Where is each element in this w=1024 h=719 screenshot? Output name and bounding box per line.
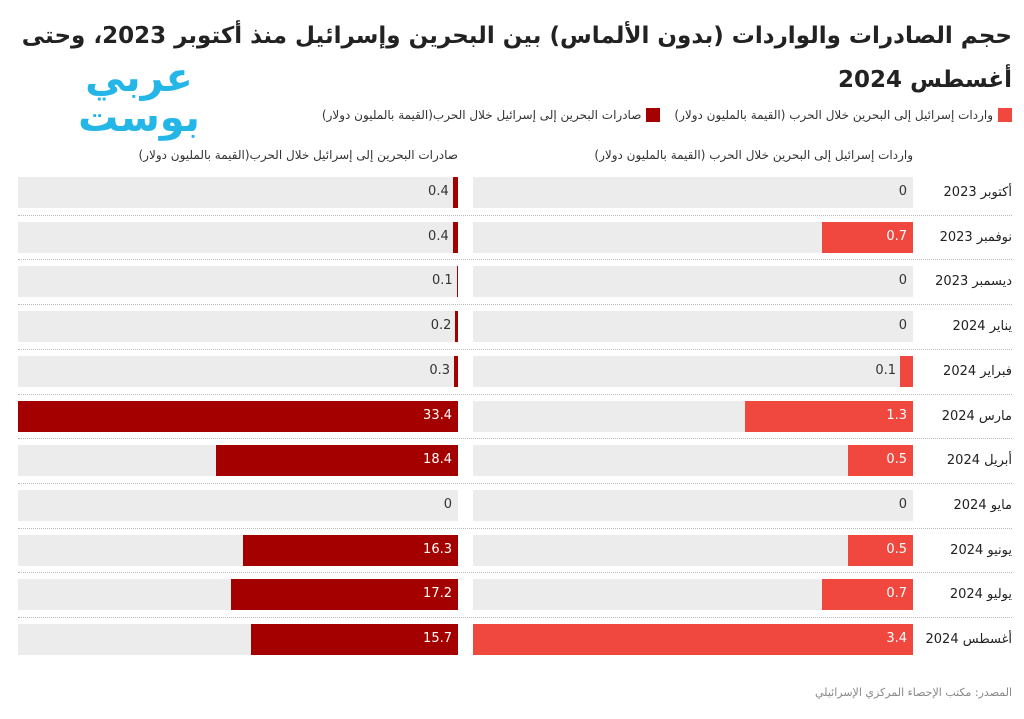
source: المصدر: مكتب الإحصاء المركزي الإسرائيلي bbox=[815, 686, 1012, 699]
bar bbox=[900, 355, 913, 387]
value-label: 0.3 bbox=[429, 362, 451, 378]
bar bbox=[473, 624, 913, 655]
category-label: ديسمبر 2023 bbox=[935, 274, 1012, 290]
row-separator bbox=[18, 214, 1012, 216]
bar-background bbox=[473, 177, 913, 208]
column-header: واردات إسرائيل إلى البحرين خلال الحرب (ا… bbox=[594, 148, 913, 162]
value-label: 0.4 bbox=[428, 184, 449, 199]
legend-item: صادرات البحرين إلى إسرائيل خلال الحرب(ال… bbox=[322, 108, 661, 122]
bar bbox=[231, 579, 458, 611]
bar-background bbox=[473, 266, 913, 298]
bar bbox=[18, 400, 458, 432]
legend-swatch bbox=[998, 108, 1012, 122]
chart-title: حجم الصادرات والواردات (بدون الألماس) بي… bbox=[21, 23, 1012, 93]
bar-background bbox=[18, 221, 458, 253]
bar-background bbox=[18, 266, 458, 298]
legend-swatch bbox=[646, 108, 661, 122]
logo: عربي بوست bbox=[78, 55, 200, 141]
row-separator bbox=[18, 617, 1012, 618]
bar-background bbox=[18, 177, 458, 208]
category-label: يوليو 2024 bbox=[949, 587, 1012, 603]
value-label: 0.5 bbox=[886, 541, 907, 557]
row-separator bbox=[18, 438, 1012, 440]
bar bbox=[848, 445, 913, 477]
bar-background bbox=[18, 355, 458, 387]
bar-background bbox=[473, 311, 913, 343]
category-label: نوفمبر 2023 bbox=[939, 229, 1012, 245]
bar bbox=[455, 311, 458, 343]
value-label: 0 bbox=[898, 318, 907, 334]
value-label: 33.4 bbox=[423, 407, 452, 423]
bar bbox=[822, 221, 913, 253]
row-separator bbox=[18, 482, 1012, 484]
bar-background bbox=[473, 534, 913, 566]
bar bbox=[452, 177, 458, 208]
value-label: 0.1 bbox=[432, 273, 453, 289]
category-label: أكتوبر 2023 bbox=[943, 185, 1012, 200]
bar-background bbox=[473, 489, 913, 521]
row-separator bbox=[18, 304, 1012, 306]
row-separator bbox=[18, 348, 1012, 350]
row-separator bbox=[18, 393, 1012, 395]
value-label: 0.5 bbox=[886, 452, 907, 468]
bar-background bbox=[18, 489, 458, 521]
category-label: فبراير 2024 bbox=[943, 363, 1012, 379]
row-separator bbox=[18, 527, 1012, 529]
bar bbox=[215, 445, 458, 477]
value-label: 0.7 bbox=[886, 586, 907, 602]
bar bbox=[452, 221, 458, 253]
category-label: يونيو 2024 bbox=[950, 542, 1012, 558]
value-label: 15.7 bbox=[423, 631, 452, 646]
column-header: صادرات البحرين إلى إسرائيل خلال الحرب(ال… bbox=[138, 148, 459, 162]
value-label: 3.4 bbox=[886, 631, 907, 646]
value-label: 16.3 bbox=[423, 541, 452, 557]
legend-label: واردات إسرائيل إلى البحرين خلال الحرب (ا… bbox=[674, 108, 993, 122]
category-label: مارس 2024 bbox=[941, 408, 1012, 424]
value-label: 18.4 bbox=[423, 452, 452, 468]
value-label: 17.2 bbox=[423, 586, 452, 602]
bar bbox=[454, 355, 458, 387]
legend-label: صادرات البحرين إلى إسرائيل خلال الحرب(ال… bbox=[321, 108, 642, 122]
row-separator bbox=[18, 572, 1012, 574]
value-label: 0.7 bbox=[886, 228, 907, 244]
category-label: أغسطس 2024 bbox=[925, 632, 1012, 647]
value-label: 0.4 bbox=[428, 228, 449, 244]
value-label: 0 bbox=[898, 496, 907, 512]
category-label: يناير 2024 bbox=[952, 319, 1012, 335]
value-label: 0 bbox=[443, 496, 452, 512]
bar bbox=[822, 579, 913, 611]
bar bbox=[456, 266, 458, 298]
row-separator bbox=[18, 259, 1012, 261]
category-label: أبريل 2024 bbox=[946, 453, 1012, 469]
bar-background bbox=[18, 311, 458, 343]
value-label: 0.2 bbox=[430, 318, 452, 334]
category-label: مايو 2024 bbox=[953, 497, 1012, 513]
bar bbox=[744, 400, 913, 432]
legend: واردات إسرائيل إلى البحرين خلال الحرب (ا… bbox=[322, 108, 1012, 122]
bar-background bbox=[473, 445, 913, 477]
bar-background bbox=[473, 355, 913, 387]
value-label: 0 bbox=[898, 184, 907, 199]
bar bbox=[243, 534, 458, 566]
value-label: 0 bbox=[898, 273, 907, 289]
bar bbox=[251, 624, 458, 655]
bar bbox=[848, 534, 913, 566]
legend-item: واردات إسرائيل إلى البحرين خلال الحرب (ا… bbox=[674, 108, 1012, 122]
value-label: 0.1 bbox=[875, 362, 897, 378]
value-label: 1.3 bbox=[886, 407, 907, 423]
